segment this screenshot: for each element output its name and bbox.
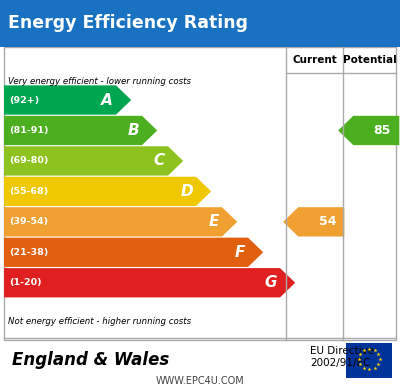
- Polygon shape: [4, 268, 295, 297]
- Text: (69-80): (69-80): [9, 156, 48, 165]
- Text: Potential: Potential: [342, 55, 396, 65]
- Text: (1-20): (1-20): [9, 278, 42, 287]
- Text: Current: Current: [292, 55, 337, 65]
- Text: G: G: [264, 275, 277, 290]
- Polygon shape: [4, 237, 263, 267]
- Text: (92+): (92+): [9, 95, 39, 104]
- Polygon shape: [4, 85, 131, 115]
- Bar: [0, 0, 400, 47]
- Text: (21-38): (21-38): [9, 248, 48, 257]
- Text: WWW.EPC4U.COM: WWW.EPC4U.COM: [156, 376, 244, 386]
- Text: A: A: [101, 92, 113, 107]
- Polygon shape: [338, 116, 399, 145]
- Text: D: D: [180, 184, 193, 199]
- Text: F: F: [234, 245, 245, 260]
- Bar: [346, 343, 392, 378]
- Polygon shape: [283, 207, 344, 236]
- Bar: [4, 47, 396, 340]
- Text: EU Directive
2002/91/EC: EU Directive 2002/91/EC: [310, 346, 374, 368]
- Text: Energy Efficiency Rating: Energy Efficiency Rating: [8, 14, 248, 32]
- Text: 85: 85: [374, 124, 391, 137]
- Polygon shape: [4, 116, 157, 145]
- Polygon shape: [4, 177, 211, 206]
- Text: Not energy efficient - higher running costs: Not energy efficient - higher running co…: [8, 317, 191, 326]
- Text: C: C: [154, 153, 165, 168]
- Text: E: E: [208, 214, 219, 229]
- Text: 54: 54: [318, 215, 336, 229]
- Text: (55-68): (55-68): [9, 187, 48, 196]
- Polygon shape: [4, 146, 183, 175]
- Text: (39-54): (39-54): [9, 217, 48, 226]
- Polygon shape: [4, 207, 237, 236]
- Text: Very energy efficient - lower running costs: Very energy efficient - lower running co…: [8, 77, 191, 86]
- Text: B: B: [127, 123, 139, 138]
- Text: (81-91): (81-91): [9, 126, 48, 135]
- Text: England & Wales: England & Wales: [12, 351, 169, 369]
